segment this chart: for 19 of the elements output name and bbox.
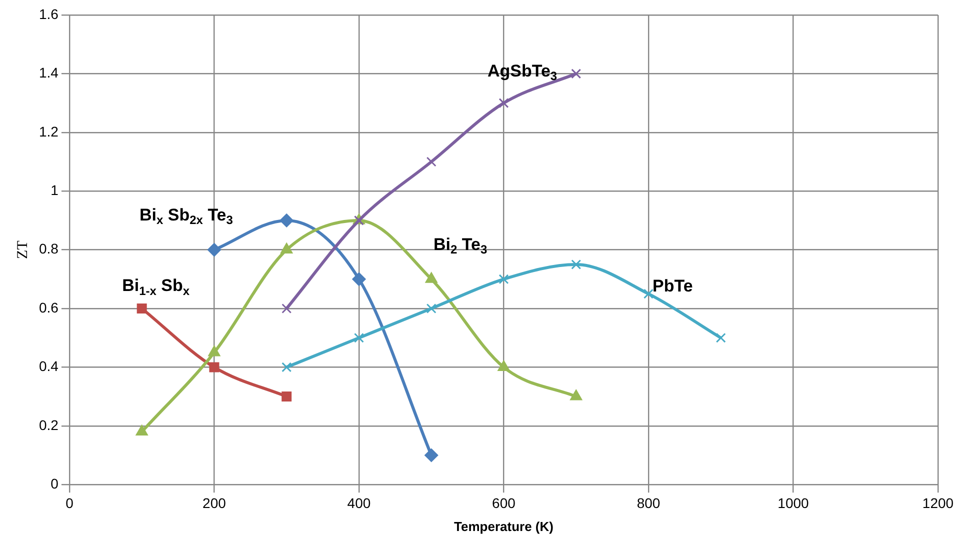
y-tick-label: 1 xyxy=(50,182,59,198)
x-tick-label: 200 xyxy=(202,494,226,511)
x-tick-label: 0 xyxy=(66,494,74,511)
x-axis-title: Temperature (K) xyxy=(454,518,554,534)
y-tick-label: 0.2 xyxy=(38,416,59,433)
y-axis-title: ZT xyxy=(14,240,31,259)
x-tick-label: 800 xyxy=(636,494,660,511)
y-tick-label: 0.6 xyxy=(38,299,59,316)
x-tick-label: 600 xyxy=(492,494,516,511)
series-label: PbTe xyxy=(652,276,693,296)
y-tick-label: 0.8 xyxy=(38,240,59,257)
y-tick-label: 0 xyxy=(50,475,59,492)
x-tick-label: 1200 xyxy=(922,494,954,511)
y-tick-label: 1.6 xyxy=(38,6,59,22)
y-tick-label: 1.4 xyxy=(38,64,59,81)
x-tick-label: 1000 xyxy=(778,494,810,511)
y-tick-label: 0.4 xyxy=(38,358,59,374)
x-tick-label: 400 xyxy=(347,494,371,511)
y-tick-label: 1.2 xyxy=(38,123,59,140)
